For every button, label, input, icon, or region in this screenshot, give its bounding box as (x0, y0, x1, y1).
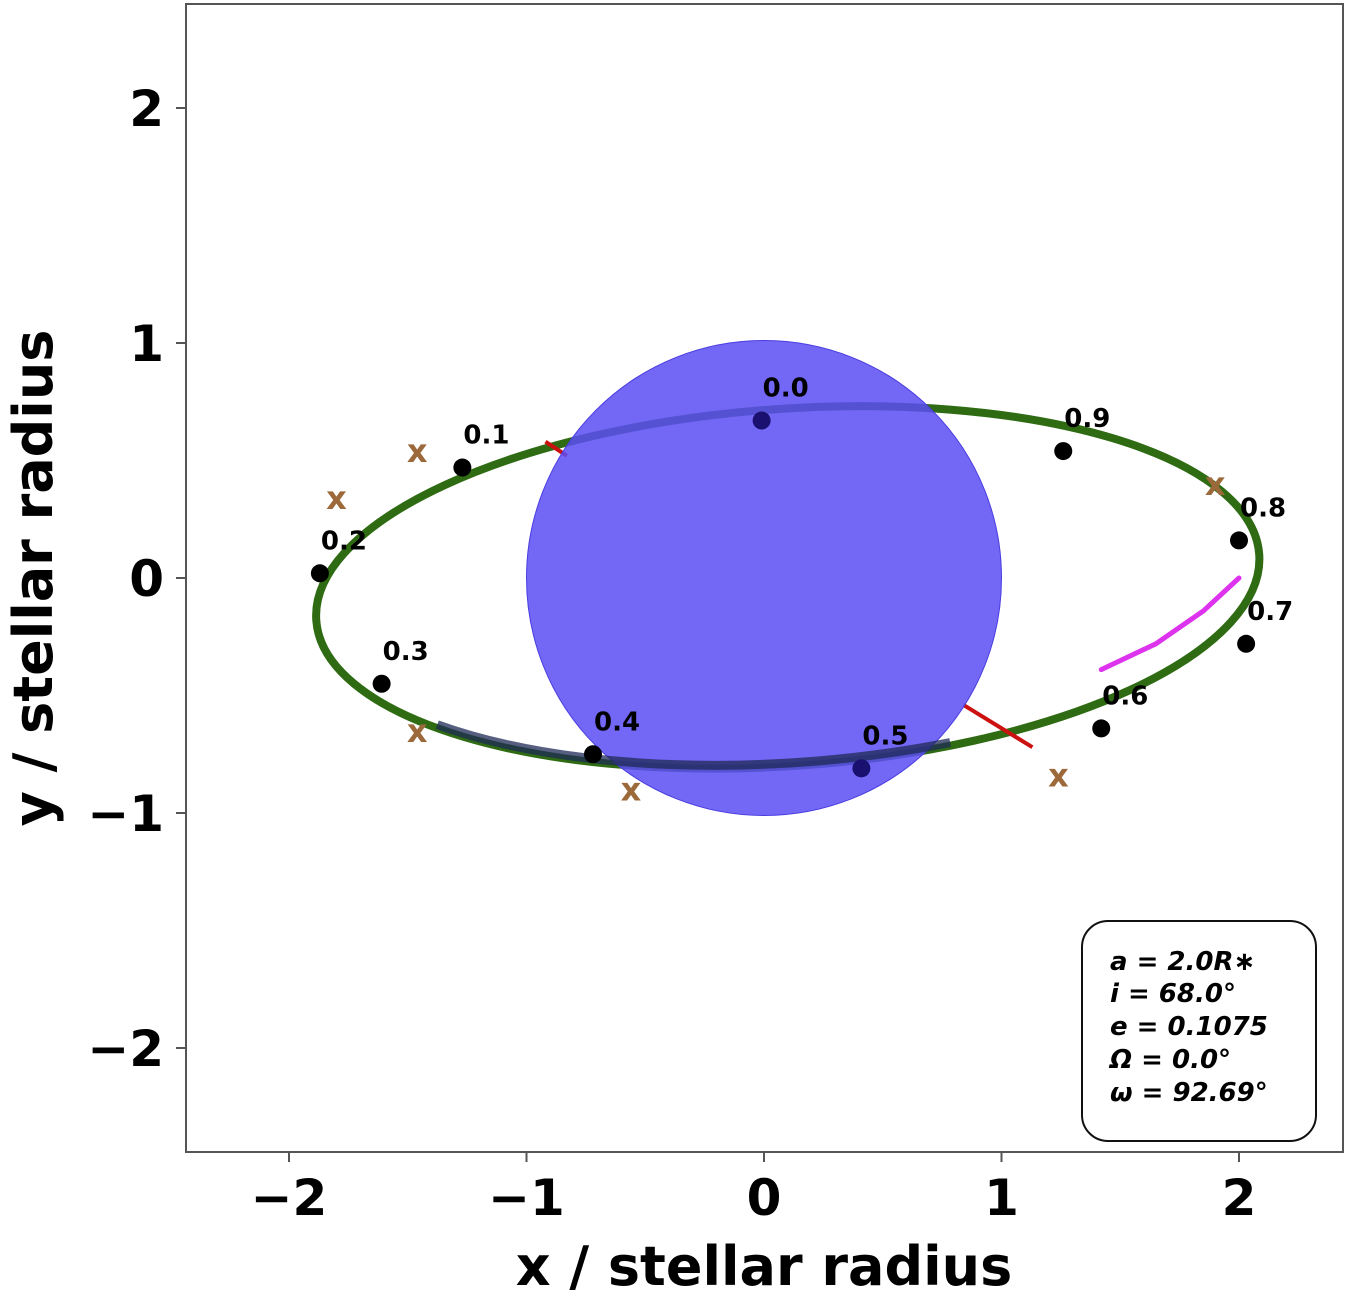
y-axis-ticks: −2 −1 0 1 2 (87, 80, 186, 1078)
x-tick-label: 0 (747, 1169, 782, 1227)
x-marker: x (1205, 465, 1226, 503)
param-omega-peri: ω = 92.69° (1110, 1078, 1268, 1108)
y-tick-label: 2 (129, 80, 164, 138)
x-marker: x (326, 479, 347, 517)
phase-label: 0.6 (1102, 681, 1148, 711)
y-tick-label: 0 (129, 550, 164, 608)
phase-point (752, 411, 771, 430)
y-tick-label: −1 (87, 785, 164, 843)
phase-label: 0.9 (1064, 404, 1110, 434)
x-tick-label: −1 (488, 1169, 565, 1227)
plot-area: 0.0 0.1 0.2 0.3 0.4 0.5 0.6 0.7 0.8 0.9 x x x x x x (310, 340, 1293, 816)
x-marker: x (407, 712, 428, 750)
phase-label: 0.3 (383, 637, 429, 667)
phase-label: 0.5 (862, 721, 908, 751)
phase-label: 0.7 (1247, 597, 1293, 627)
x-axis-ticks: −2 −1 0 1 2 (251, 1152, 1257, 1227)
phase-label: 0.8 (1240, 493, 1286, 523)
x-marker: x (407, 432, 428, 470)
phase-point (1092, 719, 1111, 738)
parameter-legend: a = 2.0R∗ i = 68.0° e = 0.1075 Ω = 0.0° … (1081, 920, 1317, 1142)
phase-point (1237, 634, 1256, 653)
phase-point (372, 674, 391, 693)
y-axis-label: y / stellar radius (2, 330, 65, 827)
y-tick-label: −2 (87, 1020, 164, 1078)
param-e: e = 0.1075 (1110, 1012, 1268, 1042)
star-disk (526, 340, 1002, 816)
param-a: a = 2.0R∗ (1110, 947, 1255, 977)
param-i: i = 68.0° (1110, 979, 1236, 1009)
phase-label: 0.2 (321, 526, 367, 556)
orbit-front-arc (435, 720, 952, 770)
phase-label: 0.4 (594, 707, 640, 737)
phase-point (453, 458, 472, 477)
x-tick-label: 1 (984, 1169, 1019, 1227)
phase-point (1054, 442, 1073, 461)
x-marker: x (1048, 756, 1069, 794)
phase-point (310, 564, 329, 583)
param-omega-node: Ω = 0.0° (1108, 1045, 1231, 1075)
phase-label: 0.1 (463, 421, 509, 451)
x-marker: x (621, 771, 642, 809)
x-tick-label: 2 (1222, 1169, 1257, 1227)
phase-point (1230, 531, 1248, 550)
y-tick-label: 1 (129, 315, 164, 373)
x-markers: x x x x x x (326, 432, 1226, 808)
phase-point (852, 759, 871, 778)
red-segment (962, 703, 1034, 749)
x-tick-label: −2 (251, 1169, 328, 1227)
x-axis-label: x / stellar radius (516, 1235, 1012, 1297)
magenta-arc (1098, 575, 1242, 673)
phase-points: 0.0 0.1 0.2 0.3 0.4 0.5 0.6 0.7 0.8 0.9 (310, 374, 1293, 778)
phase-point (584, 745, 602, 764)
phase-label: 0.0 (763, 374, 809, 404)
